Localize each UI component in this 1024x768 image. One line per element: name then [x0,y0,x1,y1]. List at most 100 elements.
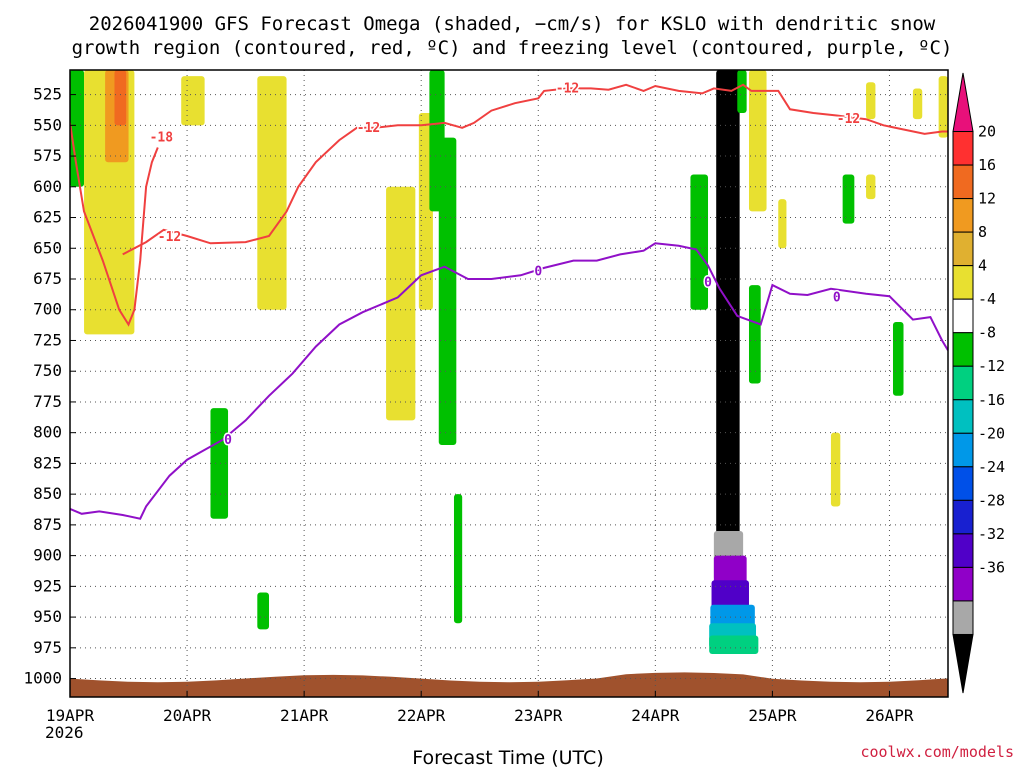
colorbar-swatch-3 [952,198,974,233]
contour-label-2: 0 [833,290,841,305]
colorbar-label-13: -36 [978,558,1005,576]
colorbar-swatch-13 [952,533,974,568]
colorbar-swatch-7 [952,332,974,367]
contour-label-5: -12 [158,230,181,245]
omega-region-29 [938,76,948,138]
colorbar-label-8: -16 [978,391,1005,409]
contour-label-1: 0 [704,276,712,291]
y-tick-825: 825 [33,453,62,472]
y-tick-675: 675 [33,269,62,288]
contour-line-0 [70,242,948,520]
contour-label-8: -12 [837,112,860,127]
colorbar-swatch-8 [952,365,974,401]
colorbar-label-4: 4 [978,257,987,275]
colorbar-label-5: -4 [978,290,996,308]
x-tick-26APR: 26APR [865,706,914,725]
x-tick-23APR: 23APR [514,706,563,725]
omega-region-9 [438,137,457,445]
surface-terrain [70,672,948,697]
contour-lines: 0 0 0 0 -18 -12 -12 -12 -12 [70,80,948,520]
x-tick-21APR: 21APR [280,706,329,725]
contour-label-3: 0 [224,433,232,448]
chart-title-line-2: growth region (contoured, red, ºC) and f… [72,37,953,59]
colorbar-label-11: -28 [978,491,1005,509]
colorbar-swatch-14 [952,566,974,602]
colorbar-label-10: -24 [978,458,1005,476]
omega-region-25 [842,174,855,224]
y-tick-650: 650 [33,238,62,257]
contour-label-6: -12 [357,121,380,136]
colorbar-swatch-15 [952,600,974,635]
omega-region-30 [912,88,923,120]
contour-line-2 [70,122,159,327]
y-tick-950: 950 [33,607,62,626]
y-tick-1000: 1000 [23,669,62,688]
colorbar-bottom-arrow [952,633,974,694]
omega-region-24 [778,199,787,249]
chart-title-line-1: 2026041900 GFS Forecast Omega (shaded, −… [89,13,936,35]
omega-region-23 [748,70,767,212]
omega-region-10 [453,494,463,624]
contour-line-1 [122,83,948,256]
contour-label-7: -12 [556,81,579,96]
colorbar-swatch-5 [952,265,974,300]
y-tick-800: 800 [33,423,62,442]
colorbar: 20 16 12 8 4 -4 -8 -12 -16 -20 -24 -28 -32 -36 [952,72,1005,694]
colorbar-label-6: -8 [978,324,996,342]
x-tick-24APR: 24APR [631,706,680,725]
x-tick-20APR: 20APR [163,706,212,725]
y-tick-725: 725 [33,330,62,349]
colorbar-label-2: 12 [978,190,996,208]
colorbar-label-9: -20 [978,424,1005,442]
omega-region-4 [181,76,205,126]
omega-region-3 [114,70,127,126]
colorbar-swatch-1 [952,131,974,166]
y-tick-550: 550 [33,115,62,134]
omega-region-11 [210,408,229,519]
x-tick-19APR: 19APR [46,706,95,725]
y-tick-775: 775 [33,392,62,411]
colorbar-swatch-11 [952,466,974,501]
omega-shaded-regions [70,70,948,654]
y-tick-900: 900 [33,546,62,565]
colorbar-top-arrow [952,72,974,133]
omega-region-12 [257,592,270,630]
terrain-surface [70,672,948,697]
colorbar-swatch-6 [952,298,974,334]
omega-region-19 [709,635,759,654]
contour-label-0: 0 [534,265,542,280]
contour-label-4: -18 [150,131,174,146]
grid-lines [70,70,948,697]
y-axis-ticks: 525 550 575 600 625 650 675 700 725 750 775 800 825 8… [23,85,76,688]
colorbar-swatch-2 [952,164,974,200]
y-tick-850: 850 [33,484,62,503]
omega-region-28 [830,432,841,507]
y-tick-625: 625 [33,208,62,227]
colorbar-swatch-9 [952,399,974,434]
omega-region-6 [386,186,416,421]
omega-region-13 [716,70,740,544]
colorbar-label-7: -12 [978,357,1005,375]
y-tick-875: 875 [33,515,62,534]
omega-region-31 [866,82,876,120]
y-tick-975: 975 [33,638,62,657]
plot-frame [69,69,949,698]
colorbar-label-0: 20 [978,123,996,141]
x-axis-ticks: 19APR 20APR 21APR 22APR 23APR 24APR 25APR 26APR [46,691,914,725]
colorbar-swatch-12 [952,499,974,535]
omega-region-22 [737,70,747,114]
colorbar-label-3: 8 [978,223,987,241]
y-tick-575: 575 [33,146,62,165]
omega-region-27 [892,322,904,396]
y-tick-525: 525 [33,85,62,104]
omega-region-21 [748,285,761,384]
x-tick-22APR: 22APR [397,706,446,725]
omega-region-5 [257,76,287,310]
y-tick-925: 925 [33,576,62,595]
x-first-year-label: 2026 [45,723,84,742]
omega-region-0 [70,70,85,187]
y-tick-750: 750 [33,361,62,380]
colorbar-label-12: -32 [978,525,1005,543]
y-tick-600: 600 [33,177,62,196]
